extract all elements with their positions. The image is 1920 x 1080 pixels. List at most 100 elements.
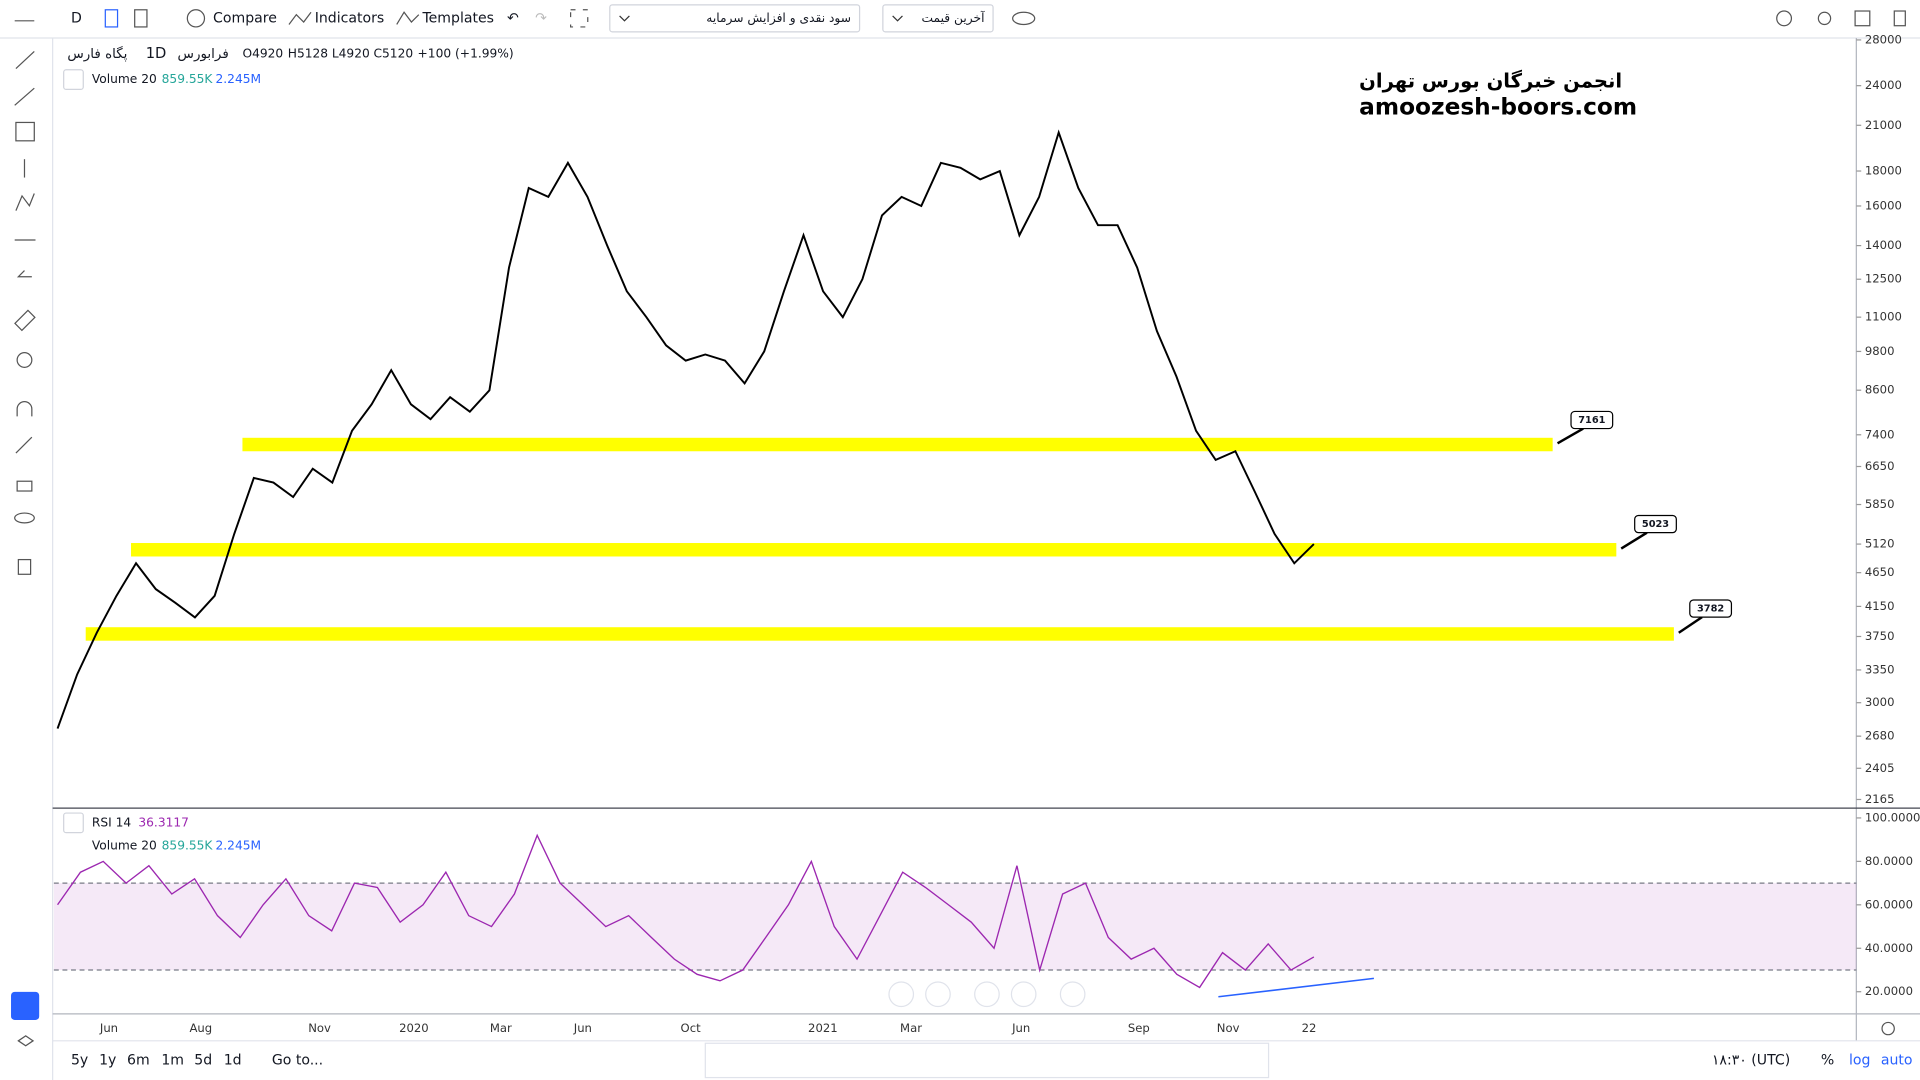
delete-button[interactable]: [1893, 10, 1906, 27]
legend-low: L4920: [332, 46, 370, 60]
shape-tool[interactable]: [15, 121, 35, 142]
zoom-out-button[interactable]: [888, 981, 915, 1008]
x-tick-label: Jun: [99, 1021, 118, 1035]
volume-ma: 2.245M: [216, 839, 262, 853]
reset-button[interactable]: [1059, 981, 1086, 1008]
pattern-tool[interactable]: [15, 193, 35, 211]
range-button[interactable]: 6m: [127, 1052, 150, 1068]
goto-button[interactable]: Go to...: [272, 1052, 323, 1068]
divergence-arrow: [1218, 977, 1374, 998]
y-tick-label: 9800: [1865, 344, 1895, 358]
trend-line-tool[interactable]: [15, 50, 35, 70]
y-tick-label: 40.0000: [1865, 941, 1913, 955]
volume-name: Volume 20: [92, 72, 157, 86]
price-type-text[interactable]: آخرین قیمت: [922, 10, 986, 26]
bar-style-icon[interactable]: [104, 9, 119, 28]
range-button[interactable]: 1d: [224, 1052, 242, 1068]
y-tick-label: 28000: [1865, 32, 1902, 46]
y-tick-label: 18000: [1865, 164, 1902, 178]
x-tick-label: Nov: [1217, 1021, 1240, 1035]
fib-tool[interactable]: [14, 87, 35, 106]
collapse-button[interactable]: [63, 812, 84, 834]
symbol-search-box[interactable]: [609, 4, 861, 33]
redo-button[interactable]: ↷: [535, 10, 547, 26]
indicators-button[interactable]: Indicators: [315, 10, 385, 26]
legend-open: O4920: [242, 46, 283, 60]
x-tick-label: 2021: [808, 1021, 838, 1035]
scroll-left-button[interactable]: [974, 981, 1000, 1008]
clock: ۱۸:۳۰ (UTC): [1712, 1052, 1790, 1068]
templates-icon[interactable]: [396, 11, 420, 25]
y-tick-label: 8600: [1865, 383, 1895, 397]
zoom-in-button[interactable]: [925, 981, 951, 1008]
compare-icon[interactable]: [186, 9, 206, 28]
snapshot-button[interactable]: [1854, 10, 1871, 27]
remove-tool[interactable]: [17, 558, 32, 575]
y-tick-label: 24000: [1865, 78, 1902, 92]
x-tick-label: Mar: [490, 1021, 512, 1035]
x-tick-label: 22: [1302, 1021, 1317, 1035]
layers-tool[interactable]: [17, 1035, 35, 1047]
lock-tool[interactable]: [16, 480, 33, 492]
watermark-site: amoozesh-boors.com: [1359, 93, 1637, 120]
y-tick-label: 12500: [1865, 272, 1902, 286]
price-axis-bg: [1856, 39, 1920, 1014]
scroll-right-button[interactable]: [1010, 981, 1037, 1008]
y-tick-label: 3350: [1865, 662, 1895, 676]
y-tick-label: 100.0000: [1865, 810, 1920, 824]
range-button[interactable]: 1y: [99, 1052, 116, 1068]
range-button[interactable]: 1m: [161, 1052, 184, 1068]
y-tick-label: 7400: [1865, 427, 1895, 441]
y-tick-label: 4150: [1865, 599, 1895, 613]
auto-button[interactable]: auto: [1881, 1052, 1913, 1068]
templates-button[interactable]: Templates: [421, 10, 494, 26]
log-button[interactable]: log: [1849, 1052, 1870, 1068]
axis-settings[interactable]: [1881, 1021, 1895, 1036]
volume-name: Volume 20: [92, 839, 157, 853]
stay-drawing-tool[interactable]: [15, 436, 33, 454]
x-tick-label: Aug: [189, 1021, 212, 1035]
symbol-name: پگاه فارس: [67, 45, 127, 62]
percent-button[interactable]: %: [1821, 1052, 1834, 1068]
range-button[interactable]: 5d: [194, 1052, 212, 1068]
callout-pointer: [1620, 531, 1648, 550]
watchlist-tool[interactable]: [11, 991, 40, 1020]
y-tick-label: 4650: [1865, 565, 1895, 579]
chart-type-icon[interactable]: [134, 9, 148, 28]
legend-interval: 1D: [146, 45, 167, 62]
rsi-value: 36.3117: [138, 815, 189, 829]
watermark-title: انجمن خبرگان بورس تهران: [1359, 70, 1622, 93]
range-button[interactable]: 5y: [71, 1052, 88, 1068]
undo-button[interactable]: ↶: [507, 10, 519, 26]
volume-ma: 2.245M: [216, 72, 262, 86]
compare-button[interactable]: Compare: [213, 10, 277, 26]
callout-box: [1689, 599, 1733, 618]
price-type-box[interactable]: [882, 4, 994, 33]
magnet-tool[interactable]: [16, 401, 33, 417]
hide-tool[interactable]: [14, 512, 35, 524]
fullscreen-button[interactable]: [570, 9, 589, 28]
y-tick-label: 11000: [1865, 310, 1902, 324]
collapse-button[interactable]: [63, 69, 84, 90]
symbol-search-text[interactable]: سود نقدی و افزایش سرمایه: [706, 11, 851, 26]
y-tick-label: 21000: [1865, 118, 1902, 132]
visibility-button[interactable]: [1012, 11, 1036, 26]
share-button[interactable]: [1817, 11, 1832, 26]
indicators-icon[interactable]: [288, 11, 312, 25]
y-tick-label: 2405: [1865, 761, 1895, 775]
y-tick-label: 60.0000: [1865, 897, 1913, 911]
callout-box: [1570, 410, 1614, 430]
drawing-toolbar: [704, 1042, 1270, 1079]
settings-button[interactable]: [1776, 10, 1793, 27]
dropdown-icon: [619, 15, 630, 22]
measure-tool[interactable]: [14, 309, 36, 332]
price-line: [56, 129, 1315, 729]
y-tick-label: 3000: [1865, 695, 1895, 709]
interval-button[interactable]: D: [71, 10, 82, 26]
callout-pointer: [1678, 616, 1703, 634]
y-tick-label: 20.0000: [1865, 984, 1913, 998]
zoom-tool[interactable]: [16, 352, 33, 368]
level-zone: [85, 627, 1674, 641]
back-tool[interactable]: [16, 270, 32, 278]
